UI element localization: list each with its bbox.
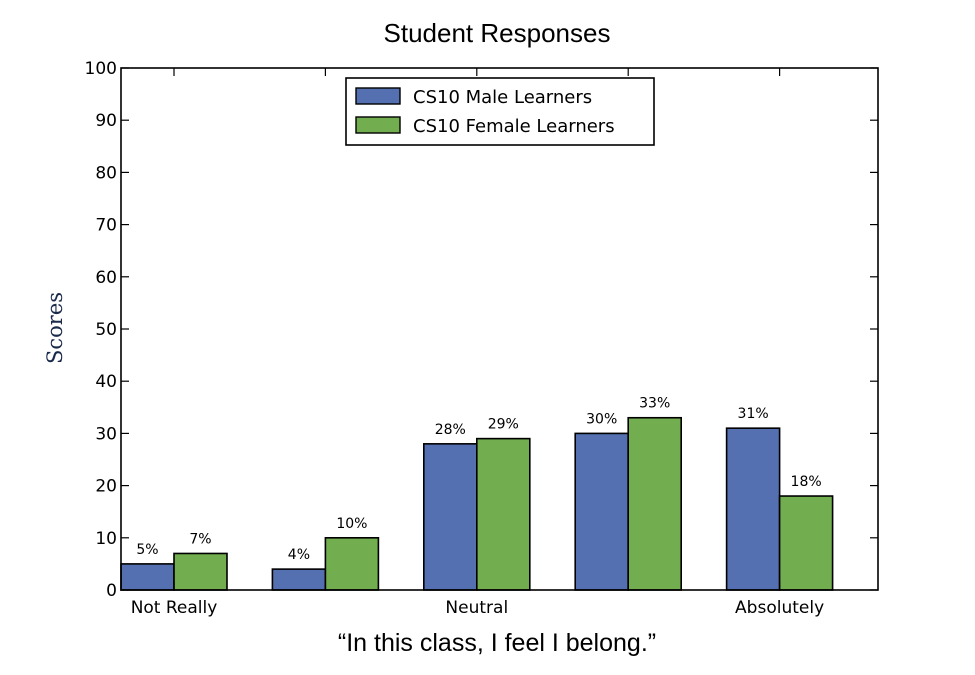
bar-male-3 (574, 432, 630, 591)
legend-swatch (355, 87, 401, 105)
legend-entry: CS10 Male Learners (413, 87, 592, 108)
y-tick-label: 100 (85, 59, 117, 79)
bar-female-0 (173, 552, 228, 591)
y-axis-label: Scores (43, 292, 67, 364)
x-tick-label: Neutral (445, 598, 508, 618)
data-label: 30% (586, 411, 617, 427)
data-label: 28% (435, 422, 466, 438)
y-tick-label: 90 (95, 111, 117, 131)
chart-title: Student Responses (384, 18, 611, 48)
y-tick-label: 50 (95, 320, 117, 340)
bar-male-1 (271, 568, 327, 591)
data-label: 18% (791, 474, 822, 490)
data-label: 33% (639, 396, 670, 412)
data-label: 5% (136, 542, 158, 558)
data-label: 29% (488, 417, 519, 433)
x-tick-label: Absolutely (735, 598, 824, 618)
data-label: 31% (738, 406, 769, 422)
y-tick-label: 80 (95, 163, 117, 183)
bar-female-2 (475, 437, 531, 591)
data-label: 10% (336, 516, 367, 532)
y-tick-label: 20 (95, 477, 117, 497)
legend: CS10 Male Learners CS10 Female Learners (345, 77, 655, 146)
data-label: 7% (189, 531, 211, 547)
bar-male-0 (120, 563, 175, 591)
bar-female-3 (627, 416, 683, 591)
bar-female-1 (324, 536, 380, 591)
plot-area: 5% 4% 28% 30% 31% 7% 10% 29% 33% 18% 0 10 20 30 40 50 60… (85, 59, 879, 618)
y-tick-label: 60 (95, 268, 117, 288)
y-tick-label: 40 (95, 372, 117, 392)
y-tick-label: 10 (95, 529, 117, 549)
data-label: 4% (288, 547, 310, 563)
y-tick-label: 30 (95, 424, 117, 444)
x-axis-label: “In this class, I feel I belong.” (338, 629, 656, 657)
legend-swatch (355, 116, 401, 134)
bar-male-2 (422, 443, 478, 591)
x-tick-label: Not Really (131, 598, 218, 618)
bar-female-4 (778, 495, 834, 591)
bar-male-4 (725, 427, 781, 591)
y-tick-label: 0 (106, 581, 117, 601)
legend-entry: CS10 Female Learners (413, 116, 615, 137)
y-tick-label: 70 (95, 216, 117, 236)
